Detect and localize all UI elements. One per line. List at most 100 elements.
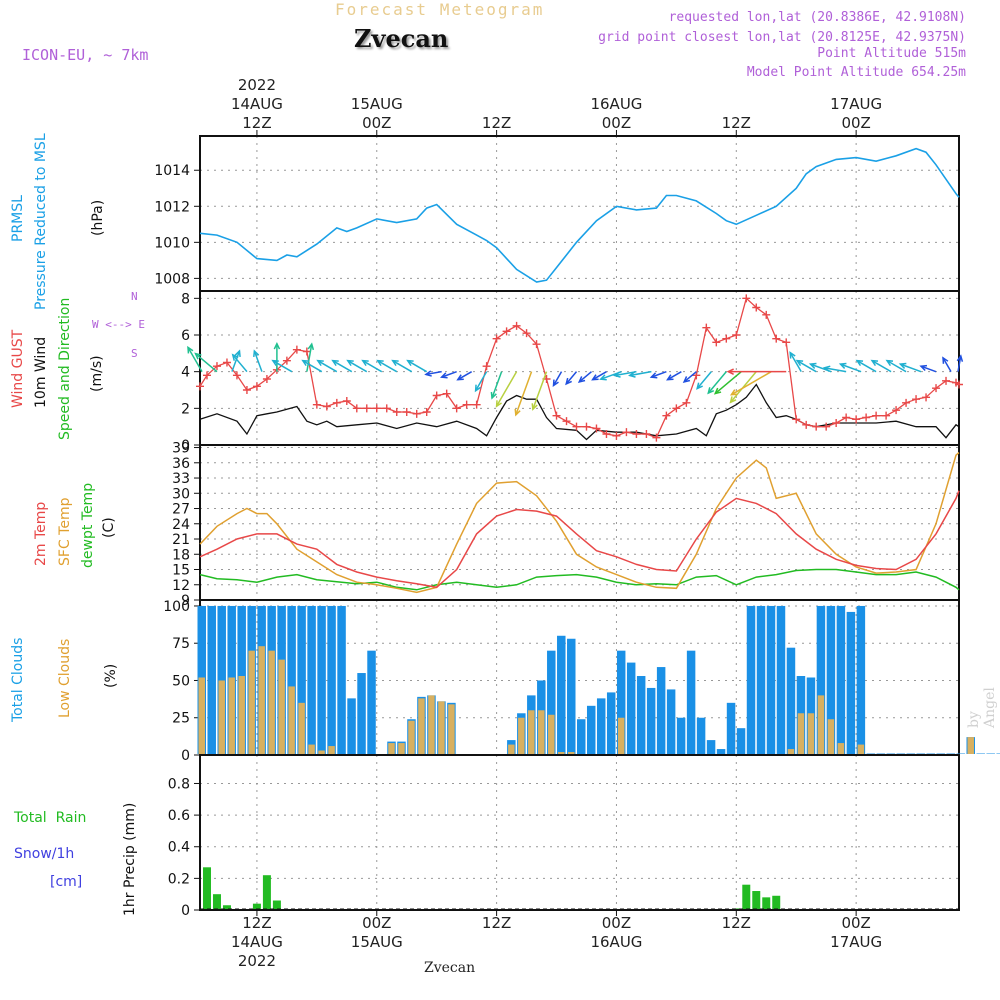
wind-compass-south: S bbox=[131, 347, 138, 360]
time-label-top: 15AUG bbox=[351, 95, 403, 113]
cloud-total-bar bbox=[626, 662, 636, 754]
precip-tick-label: 0.8 bbox=[168, 776, 190, 792]
wind-direction-arrow bbox=[406, 359, 428, 373]
rain-bar bbox=[732, 908, 741, 909]
requested-location: requested lon,lat (20.8386E, 42.9108N) bbox=[668, 10, 966, 25]
wind-direction-arrow bbox=[424, 370, 442, 377]
rain-bar bbox=[202, 867, 211, 909]
wind-direction-arrow bbox=[490, 371, 503, 400]
clouds-tick-label: 100 bbox=[163, 599, 190, 615]
cloud-low-bar bbox=[388, 743, 395, 754]
wind-arrow-head bbox=[942, 356, 949, 364]
wind-gust-marker bbox=[252, 382, 261, 391]
wind-direction-arrow bbox=[682, 371, 697, 384]
wind-arrow-head bbox=[273, 341, 281, 350]
wind-arrow-head bbox=[495, 400, 502, 408]
time-label-bottom: 00Z bbox=[602, 914, 631, 932]
wind-arrow-shaft bbox=[347, 360, 368, 373]
wind-speed-line bbox=[199, 383, 960, 441]
wind-arrow-head bbox=[376, 359, 384, 367]
wind-arrow-head bbox=[707, 387, 715, 395]
wind-direction-arrow bbox=[919, 364, 937, 373]
wind-gust-marker bbox=[872, 411, 881, 420]
wind-gust-marker bbox=[932, 384, 941, 393]
wind-arrow-head bbox=[194, 352, 202, 360]
wind-gust-marker bbox=[362, 404, 371, 413]
wind-arrow-head bbox=[729, 396, 737, 404]
wind-arrow-head bbox=[713, 387, 722, 395]
cloud-low-bar bbox=[268, 650, 275, 754]
wind-gust-marker bbox=[882, 411, 891, 420]
wind-direction-arrow bbox=[231, 353, 248, 373]
wind-gust-marker bbox=[632, 430, 641, 438]
wind-gust-marker bbox=[372, 404, 381, 413]
wind-frame bbox=[199, 290, 960, 446]
wind-direction-arrow bbox=[628, 370, 652, 378]
temperature-frame bbox=[199, 444, 960, 601]
wind-direction-arrow bbox=[531, 371, 548, 411]
time-label-top: 00Z bbox=[362, 114, 391, 132]
clouds-tick-label: 0 bbox=[181, 748, 190, 764]
cloud-low-bar bbox=[568, 752, 575, 754]
wind-tick-label: 2 bbox=[181, 401, 190, 417]
wind-arrow-shaft bbox=[377, 360, 398, 373]
wind-gust-marker bbox=[342, 397, 351, 405]
time-label-bottom: 00Z bbox=[362, 914, 391, 932]
time-label-top: 12Z bbox=[722, 114, 751, 132]
wind-gust-marker bbox=[912, 395, 921, 404]
cloud-total-bar bbox=[776, 605, 786, 754]
cloud-total-bar bbox=[547, 650, 556, 754]
wind-arrow-shaft bbox=[900, 363, 922, 373]
wind-arrow-shaft bbox=[629, 370, 652, 377]
wind-gust-marker bbox=[752, 303, 761, 312]
wind-arrow-head bbox=[599, 374, 607, 381]
wind-gust-marker bbox=[602, 430, 611, 438]
wind-gust-line bbox=[199, 297, 960, 439]
wind-direction-arrow bbox=[514, 371, 533, 417]
rain-bar bbox=[752, 891, 761, 909]
precip-tick-label: 0 bbox=[181, 903, 190, 919]
wind-arrow-shaft bbox=[731, 371, 772, 396]
cloud-total-bar bbox=[716, 749, 726, 754]
temperature-tick-label: 21 bbox=[172, 532, 190, 548]
wind-arrow-head bbox=[565, 377, 572, 386]
wind-gust-marker bbox=[392, 408, 401, 416]
wind-direction-arrow bbox=[696, 371, 712, 390]
wind-direction-arrow bbox=[376, 359, 398, 373]
wind-arrow-head bbox=[577, 376, 586, 384]
wind-gust-marker bbox=[522, 329, 531, 338]
time-label-top: 00Z bbox=[602, 114, 631, 132]
wind-arrow-head bbox=[301, 359, 309, 367]
wind-direction-arrow bbox=[474, 371, 488, 393]
wind-arrow-head bbox=[885, 359, 894, 367]
wind-arrow-head bbox=[628, 371, 636, 378]
wind-gust-marker bbox=[822, 422, 831, 431]
wind-gust-marker bbox=[842, 413, 851, 422]
cloud-low-bar bbox=[807, 713, 815, 754]
wind-gust-marker bbox=[862, 413, 871, 422]
wind-arrow-shaft bbox=[495, 371, 518, 407]
wind-gust-marker bbox=[422, 408, 431, 416]
wind-direction-arrow bbox=[391, 359, 413, 373]
cloud-low-bar bbox=[218, 680, 225, 754]
wind-direction-arrow bbox=[346, 359, 368, 373]
snow-unit: [cm] bbox=[50, 874, 83, 890]
cloud-total-bar bbox=[726, 702, 736, 754]
wind-arrow-head bbox=[682, 376, 691, 384]
temperature-tick-label: 12 bbox=[172, 578, 190, 594]
cloud-low-bar bbox=[827, 719, 835, 754]
wind-gust-marker bbox=[482, 362, 491, 371]
wind-direction-arrow bbox=[331, 359, 353, 373]
cloud-low-bar bbox=[967, 737, 974, 754]
rain-label: Total Rain bbox=[14, 810, 87, 826]
wind-arrow-shaft bbox=[231, 350, 241, 372]
wind-gust-marker bbox=[332, 398, 341, 407]
temperature-tick-label: 15 bbox=[172, 563, 190, 579]
wind-arrow-head bbox=[271, 359, 279, 367]
precip-tick-label: 0.4 bbox=[168, 840, 190, 856]
time-label-bottom: 16AUG bbox=[590, 933, 642, 951]
wind-direction-arrow bbox=[613, 370, 637, 378]
watermark: by Angel bbox=[966, 687, 998, 728]
cloud-total-bar bbox=[596, 698, 606, 754]
rain-bar bbox=[252, 903, 261, 909]
